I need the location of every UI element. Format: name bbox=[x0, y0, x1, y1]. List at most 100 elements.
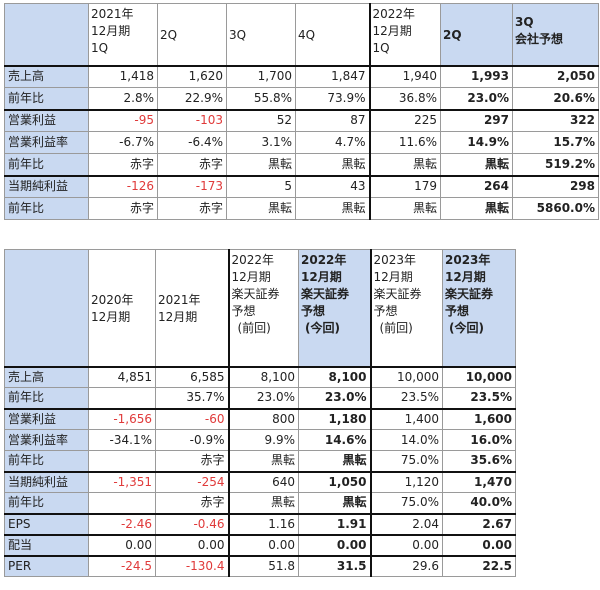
cell: -2.46 bbox=[88, 512, 156, 535]
cell: 75.0% bbox=[370, 450, 443, 472]
cell: 322 bbox=[512, 108, 599, 132]
cell: 赤字 bbox=[157, 197, 227, 220]
cell: 5860.0% bbox=[512, 197, 599, 220]
cell: 2.8% bbox=[88, 87, 158, 110]
table-row: 営業利益率 -34.1% -0.9% 9.9% 14.6% 14.0% 16.0… bbox=[4, 429, 516, 451]
quarterly-results-table: 2021年 12月期 1Q 2Q 3Q 4Q 2022年 12月期 1Q 2Q 3Q 会社… bbox=[4, 3, 599, 220]
col-header-2021: 2021年 12月期 bbox=[155, 249, 230, 367]
col-header-2023-prev-forecast: 2023年 12月期 楽天証券 予想 (前回) bbox=[370, 249, 443, 367]
cell: 赤字 bbox=[157, 153, 227, 176]
cell: 1,050 bbox=[298, 470, 372, 493]
cell: 29.6 bbox=[370, 554, 443, 577]
cell: -130.4 bbox=[155, 554, 230, 577]
cell: 0.00 bbox=[298, 533, 372, 556]
cell: 黒転 bbox=[440, 153, 513, 176]
cell: 1,470 bbox=[442, 470, 516, 493]
row-label: 売上高 bbox=[4, 64, 89, 88]
row-label: 営業利益率 bbox=[4, 429, 89, 451]
cell: 36.8% bbox=[369, 87, 441, 110]
row-label: PER bbox=[4, 554, 89, 577]
row-label: 前年比 bbox=[4, 87, 89, 110]
row-label: 当期純利益 bbox=[4, 174, 89, 198]
col-header-2022-prev-forecast: 2022年 12月期 楽天証券 予想 (前回) bbox=[228, 249, 299, 367]
cell: 52 bbox=[226, 108, 296, 132]
col-header-2020: 2020年 12月期 bbox=[88, 249, 156, 367]
cell: -0.9% bbox=[155, 429, 230, 451]
cell: 35.6% bbox=[442, 450, 516, 472]
table-row: PER -24.5 -130.4 51.8 31.5 29.6 22.5 bbox=[4, 554, 516, 577]
cell: 14.0% bbox=[370, 429, 443, 451]
cell: 14.6% bbox=[298, 429, 372, 451]
table-row: EPS -2.46 -0.46 1.16 1.91 2.04 2.67 bbox=[4, 512, 516, 535]
cell: 1,600 bbox=[442, 407, 516, 430]
col-header-2021-3q: 3Q bbox=[226, 3, 296, 66]
cell: 黒転 bbox=[440, 197, 513, 220]
cell: 43 bbox=[295, 174, 371, 198]
table-row: 営業利益率 -6.7% -6.4% 3.1% 4.7% 11.6% 14.9% … bbox=[4, 131, 599, 154]
table-row: 前年比 赤字 黒転 黒転 75.0% 40.0% bbox=[4, 492, 516, 514]
cell: 赤字 bbox=[155, 492, 230, 514]
cell: 4,851 bbox=[88, 365, 156, 388]
cell: 4.7% bbox=[295, 131, 371, 154]
cell: 3.1% bbox=[226, 131, 296, 154]
cell: -95 bbox=[88, 108, 158, 132]
cell: 赤字 bbox=[155, 450, 230, 472]
row-label: 前年比 bbox=[4, 450, 89, 472]
cell: 55.8% bbox=[226, 87, 296, 110]
col-header-2022-current-forecast: 2022年 12月期 楽天証券 予想 (今回) bbox=[298, 249, 372, 367]
cell: -103 bbox=[157, 108, 227, 132]
cell: -254 bbox=[155, 470, 230, 493]
table-row: 営業利益 -95 -103 52 87 225 297 322 bbox=[4, 108, 599, 132]
cell bbox=[88, 450, 156, 472]
col-header-2021-1q: 2021年 12月期 1Q bbox=[88, 3, 158, 66]
cell: 1,993 bbox=[440, 64, 513, 88]
cell: 75.0% bbox=[370, 492, 443, 514]
cell: 黒転 bbox=[228, 492, 299, 514]
cell: 黒転 bbox=[369, 197, 441, 220]
cell: -173 bbox=[157, 174, 227, 198]
cell: 22.5 bbox=[442, 554, 516, 577]
cell: 16.0% bbox=[442, 429, 516, 451]
cell: 35.7% bbox=[155, 387, 230, 409]
table-row: 売上高 4,851 6,585 8,100 8,100 10,000 10,00… bbox=[4, 365, 516, 388]
row-label: 営業利益 bbox=[4, 407, 89, 430]
cell: 20.6% bbox=[512, 87, 599, 110]
cell: 0.00 bbox=[155, 533, 230, 556]
row-label: 前年比 bbox=[4, 387, 89, 409]
cell: 1,120 bbox=[370, 470, 443, 493]
cell: 0.00 bbox=[88, 533, 156, 556]
cell: 23.5% bbox=[370, 387, 443, 409]
cell: 14.9% bbox=[440, 131, 513, 154]
cell: -34.1% bbox=[88, 429, 156, 451]
header-corner bbox=[4, 249, 89, 367]
table-row: 前年比 赤字 赤字 黒転 黒転 黒転 黒転 519.2% bbox=[4, 153, 599, 176]
row-label: 当期純利益 bbox=[4, 470, 89, 493]
col-header-2021-2q: 2Q bbox=[157, 3, 227, 66]
cell: 264 bbox=[440, 174, 513, 198]
cell: 297 bbox=[440, 108, 513, 132]
cell: 519.2% bbox=[512, 153, 599, 176]
col-header-2022-3q-forecast: 3Q 会社予想 bbox=[512, 3, 599, 66]
cell: 0.00 bbox=[442, 533, 516, 556]
cell: 298 bbox=[512, 174, 599, 198]
cell: 8,100 bbox=[298, 365, 372, 388]
cell: 51.8 bbox=[228, 554, 299, 577]
cell: 8,100 bbox=[228, 365, 299, 388]
cell: -60 bbox=[155, 407, 230, 430]
cell: 2,050 bbox=[512, 64, 599, 88]
cell: 10,000 bbox=[370, 365, 443, 388]
table-row: 前年比 35.7% 23.0% 23.0% 23.5% 23.5% bbox=[4, 387, 516, 409]
table-row: 前年比 2.8% 22.9% 55.8% 73.9% 36.8% 23.0% 2… bbox=[4, 87, 599, 110]
cell: 黒転 bbox=[226, 197, 296, 220]
cell: 黒転 bbox=[228, 450, 299, 472]
row-label: EPS bbox=[4, 512, 89, 535]
cell: 黒転 bbox=[295, 197, 371, 220]
cell: 10,000 bbox=[442, 365, 516, 388]
cell: 1,620 bbox=[157, 64, 227, 88]
cell: -6.7% bbox=[88, 131, 158, 154]
header-corner bbox=[4, 3, 89, 66]
cell: 黒転 bbox=[226, 153, 296, 176]
table-row: 売上高 1,418 1,620 1,700 1,847 1,940 1,993 … bbox=[4, 64, 599, 88]
cell: 31.5 bbox=[298, 554, 372, 577]
cell: 800 bbox=[228, 407, 299, 430]
